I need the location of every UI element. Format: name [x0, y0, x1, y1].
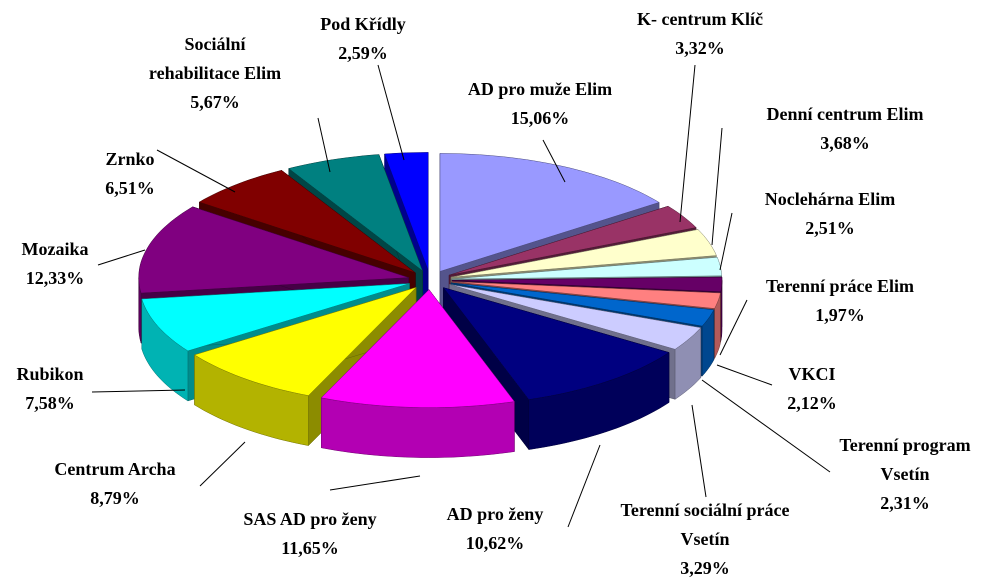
- slice: [198, 170, 416, 274]
- slice-value: 3,29%: [680, 558, 730, 578]
- data-label: K- centrum Klíč 3,32%: [600, 5, 800, 63]
- leader-line: [691, 404, 707, 498]
- slice: [138, 206, 409, 294]
- data-label: Pod Křídly 2,59%: [293, 10, 433, 68]
- slice: [450, 229, 717, 278]
- leader-line: [542, 139, 566, 183]
- slice: [288, 154, 424, 272]
- leader-line: [317, 117, 331, 173]
- slice: [442, 287, 670, 400]
- data-label: Noclehárna Elim 2,51%: [730, 185, 930, 243]
- slice: [451, 281, 721, 309]
- leader-line: [719, 299, 748, 356]
- slice-value: 5,67%: [190, 92, 240, 112]
- slice: [451, 276, 723, 292]
- data-label: Terenní práce Elim 1,97%: [740, 272, 940, 330]
- slice-value: 2,51%: [805, 218, 855, 238]
- slice-value: 12,33%: [25, 268, 85, 288]
- data-label: AD pro ženy 10,62%: [425, 500, 565, 558]
- slice-value: 15,06%: [510, 108, 570, 128]
- slice-name: K- centrum Klíč: [637, 9, 763, 29]
- leader-line: [711, 127, 723, 246]
- leader-line: [199, 441, 246, 487]
- slice-value: 7,58%: [25, 393, 75, 413]
- data-label: Terenní program Vsetín 2,31%: [830, 431, 980, 518]
- slice-name: Pod Křídly: [320, 14, 406, 34]
- slice-value: 2,31%: [880, 493, 930, 513]
- slice: [384, 152, 429, 271]
- data-label: Zrnko 6,51%: [70, 145, 190, 203]
- slice: [450, 282, 715, 327]
- slice-value: 2,12%: [787, 393, 837, 413]
- slice-value: 1,97%: [815, 305, 865, 325]
- leader-line: [716, 364, 773, 386]
- slice-name: AD pro ženy: [446, 504, 544, 524]
- slice-value: 10,62%: [465, 533, 525, 553]
- data-label: Terenní sociální práce Vsetín 3,29%: [600, 496, 810, 581]
- data-label: Mozaika 12,33%: [0, 235, 115, 293]
- data-label: Sociální rehabilitace Elim 5,67%: [140, 30, 290, 117]
- slice-name: Terenní práce Elim: [766, 276, 914, 296]
- slice-name: AD pro muže Elim: [467, 79, 613, 99]
- slice-name: Terenní program Vsetín: [839, 435, 971, 484]
- slice-value: 3,32%: [675, 38, 725, 58]
- leader-line: [719, 212, 733, 271]
- slice-name: SAS AD pro ženy: [243, 509, 377, 529]
- leader-line: [701, 379, 831, 473]
- slice-name: Noclehárna Elim: [764, 189, 896, 209]
- data-label: VKCI 2,12%: [752, 360, 872, 418]
- data-label: Denní centrum Elim 3,68%: [745, 100, 945, 158]
- slice-value: 11,65%: [281, 538, 339, 558]
- slice-value: 2,59%: [338, 43, 388, 63]
- slice-name: Denní centrum Elim: [766, 104, 924, 124]
- slice-value: 6,51%: [105, 178, 155, 198]
- leader-line: [329, 475, 421, 491]
- leader-line: [156, 149, 236, 193]
- leader-line: [91, 389, 186, 393]
- data-label: Centrum Archa 8,79%: [25, 455, 205, 513]
- leader-line: [679, 64, 696, 223]
- slice-name: Rubikon: [16, 364, 84, 384]
- slice-name: Terenní sociální práce Vsetín: [620, 500, 790, 549]
- leader-line: [377, 64, 405, 161]
- slice-name: VKCI: [788, 364, 836, 384]
- slice-name: Sociální rehabilitace Elim: [148, 34, 282, 83]
- leader-line: [567, 444, 601, 528]
- slice: [449, 284, 702, 350]
- slice-name: Zrnko: [105, 149, 155, 169]
- slice: [439, 153, 660, 272]
- slice: [193, 287, 417, 396]
- slice: [141, 283, 410, 352]
- data-label: Rubikon 7,58%: [0, 360, 110, 418]
- slice: [320, 289, 515, 408]
- data-label: SAS AD pro ženy 11,65%: [230, 505, 390, 563]
- slice-value: 3,68%: [820, 133, 870, 153]
- slice-value: 8,79%: [90, 488, 140, 508]
- slice-name: Centrum Archa: [54, 459, 176, 479]
- slice-name: Mozaika: [21, 239, 89, 259]
- leader-line: [97, 249, 146, 266]
- data-label: AD pro muže Elim 15,06%: [440, 75, 640, 133]
- slice: [449, 205, 697, 276]
